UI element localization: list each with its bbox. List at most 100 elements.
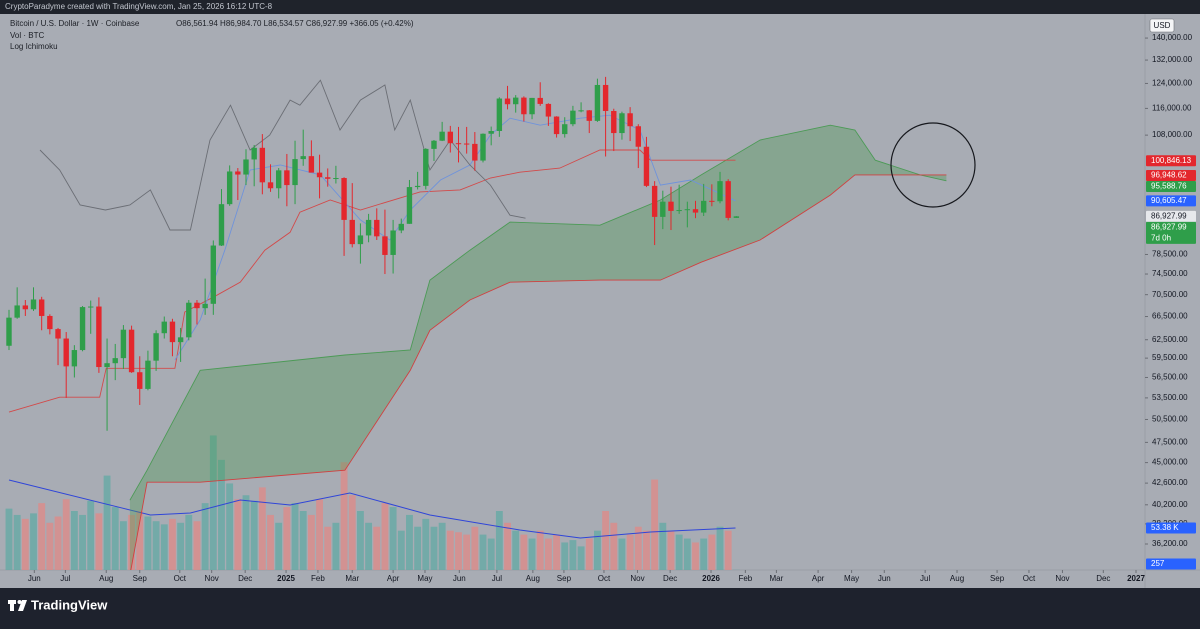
price-tag [1146, 170, 1196, 182]
volume-bar [136, 510, 144, 570]
candle-body [431, 140, 437, 149]
currency[interactable]: USD [1154, 21, 1171, 30]
candle-body [463, 143, 470, 145]
candle-body [96, 306, 102, 368]
candle-body [169, 321, 176, 343]
y-tick-label: 116,000.00 [1152, 104, 1192, 113]
indicator-line [39, 79, 526, 231]
volume-bar [536, 530, 544, 570]
candle-body [226, 171, 233, 205]
y-tick-label: 74,500.00 [1152, 269, 1188, 278]
volume-bar [185, 514, 193, 570]
volume-tag [1146, 558, 1196, 570]
candle-body [112, 358, 118, 364]
x-tick-label: Jul [492, 574, 502, 583]
x-tick-label: Feb [738, 574, 752, 583]
candle-body [651, 185, 658, 217]
candle-body [88, 306, 94, 308]
candle-body [692, 209, 699, 213]
volume-bar [577, 546, 585, 570]
x-tick-label: Dec [238, 574, 252, 583]
x-tick-label: Sep [557, 574, 572, 583]
candle-body [235, 171, 241, 175]
candle-body [341, 178, 347, 220]
candle-body [325, 177, 331, 179]
price-tag [1146, 195, 1196, 207]
volume-bar [471, 526, 479, 570]
y-tick-label: 132,000.00 [1152, 55, 1193, 64]
volume-bar [30, 513, 37, 570]
volume-bar [504, 522, 511, 570]
x-tick-label: Mar [770, 574, 784, 583]
candle-body [218, 204, 225, 246]
footer [0, 588, 1200, 624]
price-tag [1146, 210, 1196, 222]
price-tag [1146, 181, 1196, 193]
candle-body [6, 317, 12, 346]
volume-bar [683, 538, 691, 570]
candle-body [63, 338, 69, 367]
volume-bar [700, 538, 708, 570]
volume-bar [528, 538, 536, 570]
volume-bar [553, 534, 560, 570]
candle-body [439, 131, 445, 141]
x-tick-label: Apr [812, 574, 825, 583]
volume-bar [54, 516, 62, 570]
currency-box[interactable] [1149, 18, 1175, 33]
volume-bar [275, 522, 283, 570]
candle-body [676, 210, 682, 212]
candle-body [668, 201, 674, 211]
volume-bar [365, 522, 373, 570]
candle-body [496, 98, 503, 131]
top-strip [0, 0, 1200, 14]
candle-body [349, 219, 355, 245]
volume-bar [634, 526, 642, 570]
x-tick-label: Dec [1096, 574, 1110, 583]
volume-bar [258, 487, 266, 570]
candle-body [186, 302, 192, 338]
candle-body [308, 156, 315, 173]
x-tick-label: Aug [526, 574, 540, 583]
candle-body [79, 307, 86, 351]
volume-bar [152, 521, 160, 570]
volume-bar [397, 530, 405, 570]
volume-bar [593, 530, 601, 570]
volume-bar [218, 459, 225, 570]
y-tick-label: 124,000.00 [1152, 79, 1193, 88]
volume-bar [569, 540, 577, 570]
candle-body [275, 170, 282, 189]
price-tag [1146, 221, 1196, 244]
volume-tag-label: 53.38 K [1151, 523, 1179, 532]
x-tick-label: Feb [311, 574, 325, 583]
cloud-span-b [130, 174, 947, 570]
volume-bar [430, 526, 438, 570]
volume-bar [463, 534, 471, 570]
candle-body [128, 329, 135, 373]
x-tick-label: 2025 [277, 574, 295, 583]
volume-bar [585, 538, 593, 570]
price-tag-sub: 7d 0h [1151, 233, 1171, 242]
volume-bar [201, 503, 209, 570]
y-tick-label: 66,500.00 [1152, 312, 1188, 321]
volume-bar [389, 507, 397, 570]
volume-bar [226, 483, 234, 570]
candle-body [635, 126, 641, 147]
volume-bar [610, 522, 618, 570]
logo-part [18, 600, 27, 611]
candle-body [521, 97, 527, 115]
volume-bar [692, 542, 699, 570]
x-tick-label: Jun [453, 574, 466, 583]
price-tag-label: 86,927.99 [1151, 211, 1187, 220]
annotation-circle [890, 122, 976, 208]
volume-bar [422, 518, 430, 570]
candle-body [725, 181, 731, 218]
candle-body [684, 209, 691, 211]
volume-ma-line [8, 479, 736, 539]
candle-body [104, 363, 110, 368]
candle-body [529, 97, 535, 115]
volume-legend: Vol · BTC [10, 31, 44, 40]
candle-body [660, 201, 666, 217]
candle-body [382, 236, 388, 255]
